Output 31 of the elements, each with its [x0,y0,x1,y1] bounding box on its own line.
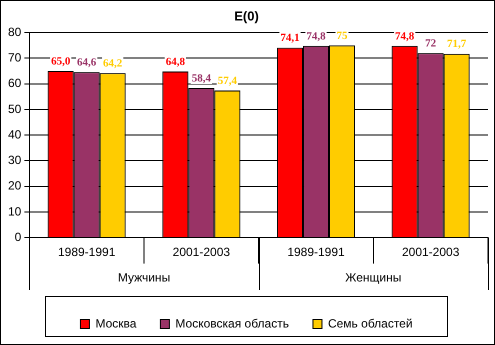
x-tick-label: 2001-2003 [402,245,460,260]
y-tick-label: 40 [8,127,22,142]
x-tick-label: 1989-1991 [58,245,116,260]
x-tick-label: 2001-2003 [172,245,230,260]
y-tick-label: 70 [8,50,22,65]
chart-title: E(0) [234,8,259,24]
y-tick-label: 10 [8,204,22,218]
y-tick-label: 80 [8,24,22,39]
data-label: 64,8 [166,56,186,68]
data-label: 74,1 [280,32,300,44]
y-tick-label: 0 [14,230,22,244]
data-label: 72 [425,37,437,50]
data-label: 58,4 [192,72,212,84]
data-label: 65,0 [51,55,71,68]
data-label: 64,6 [77,56,97,68]
x-tick-label: 1989-1991 [287,245,346,260]
legend-label: Московская область [175,316,289,330]
y-tick-label: 20 [8,178,22,193]
y-tick-label: 50 [8,102,22,116]
data-label: 74,8 [395,30,415,42]
text: Мужчины [118,270,170,284]
y-tick-label: 30 [8,153,22,168]
y-tick-label: 60 [8,76,22,90]
data-label: 71,7 [447,38,467,50]
text: Женщины [345,270,402,284]
legend-label: Семь областей [328,316,413,330]
data-label: 75 [336,30,348,42]
data-label: 74,8 [306,30,326,42]
data-label: 64,2 [103,57,123,70]
data-label: 57,4 [218,74,238,87]
legend-label: Москва [95,316,137,330]
